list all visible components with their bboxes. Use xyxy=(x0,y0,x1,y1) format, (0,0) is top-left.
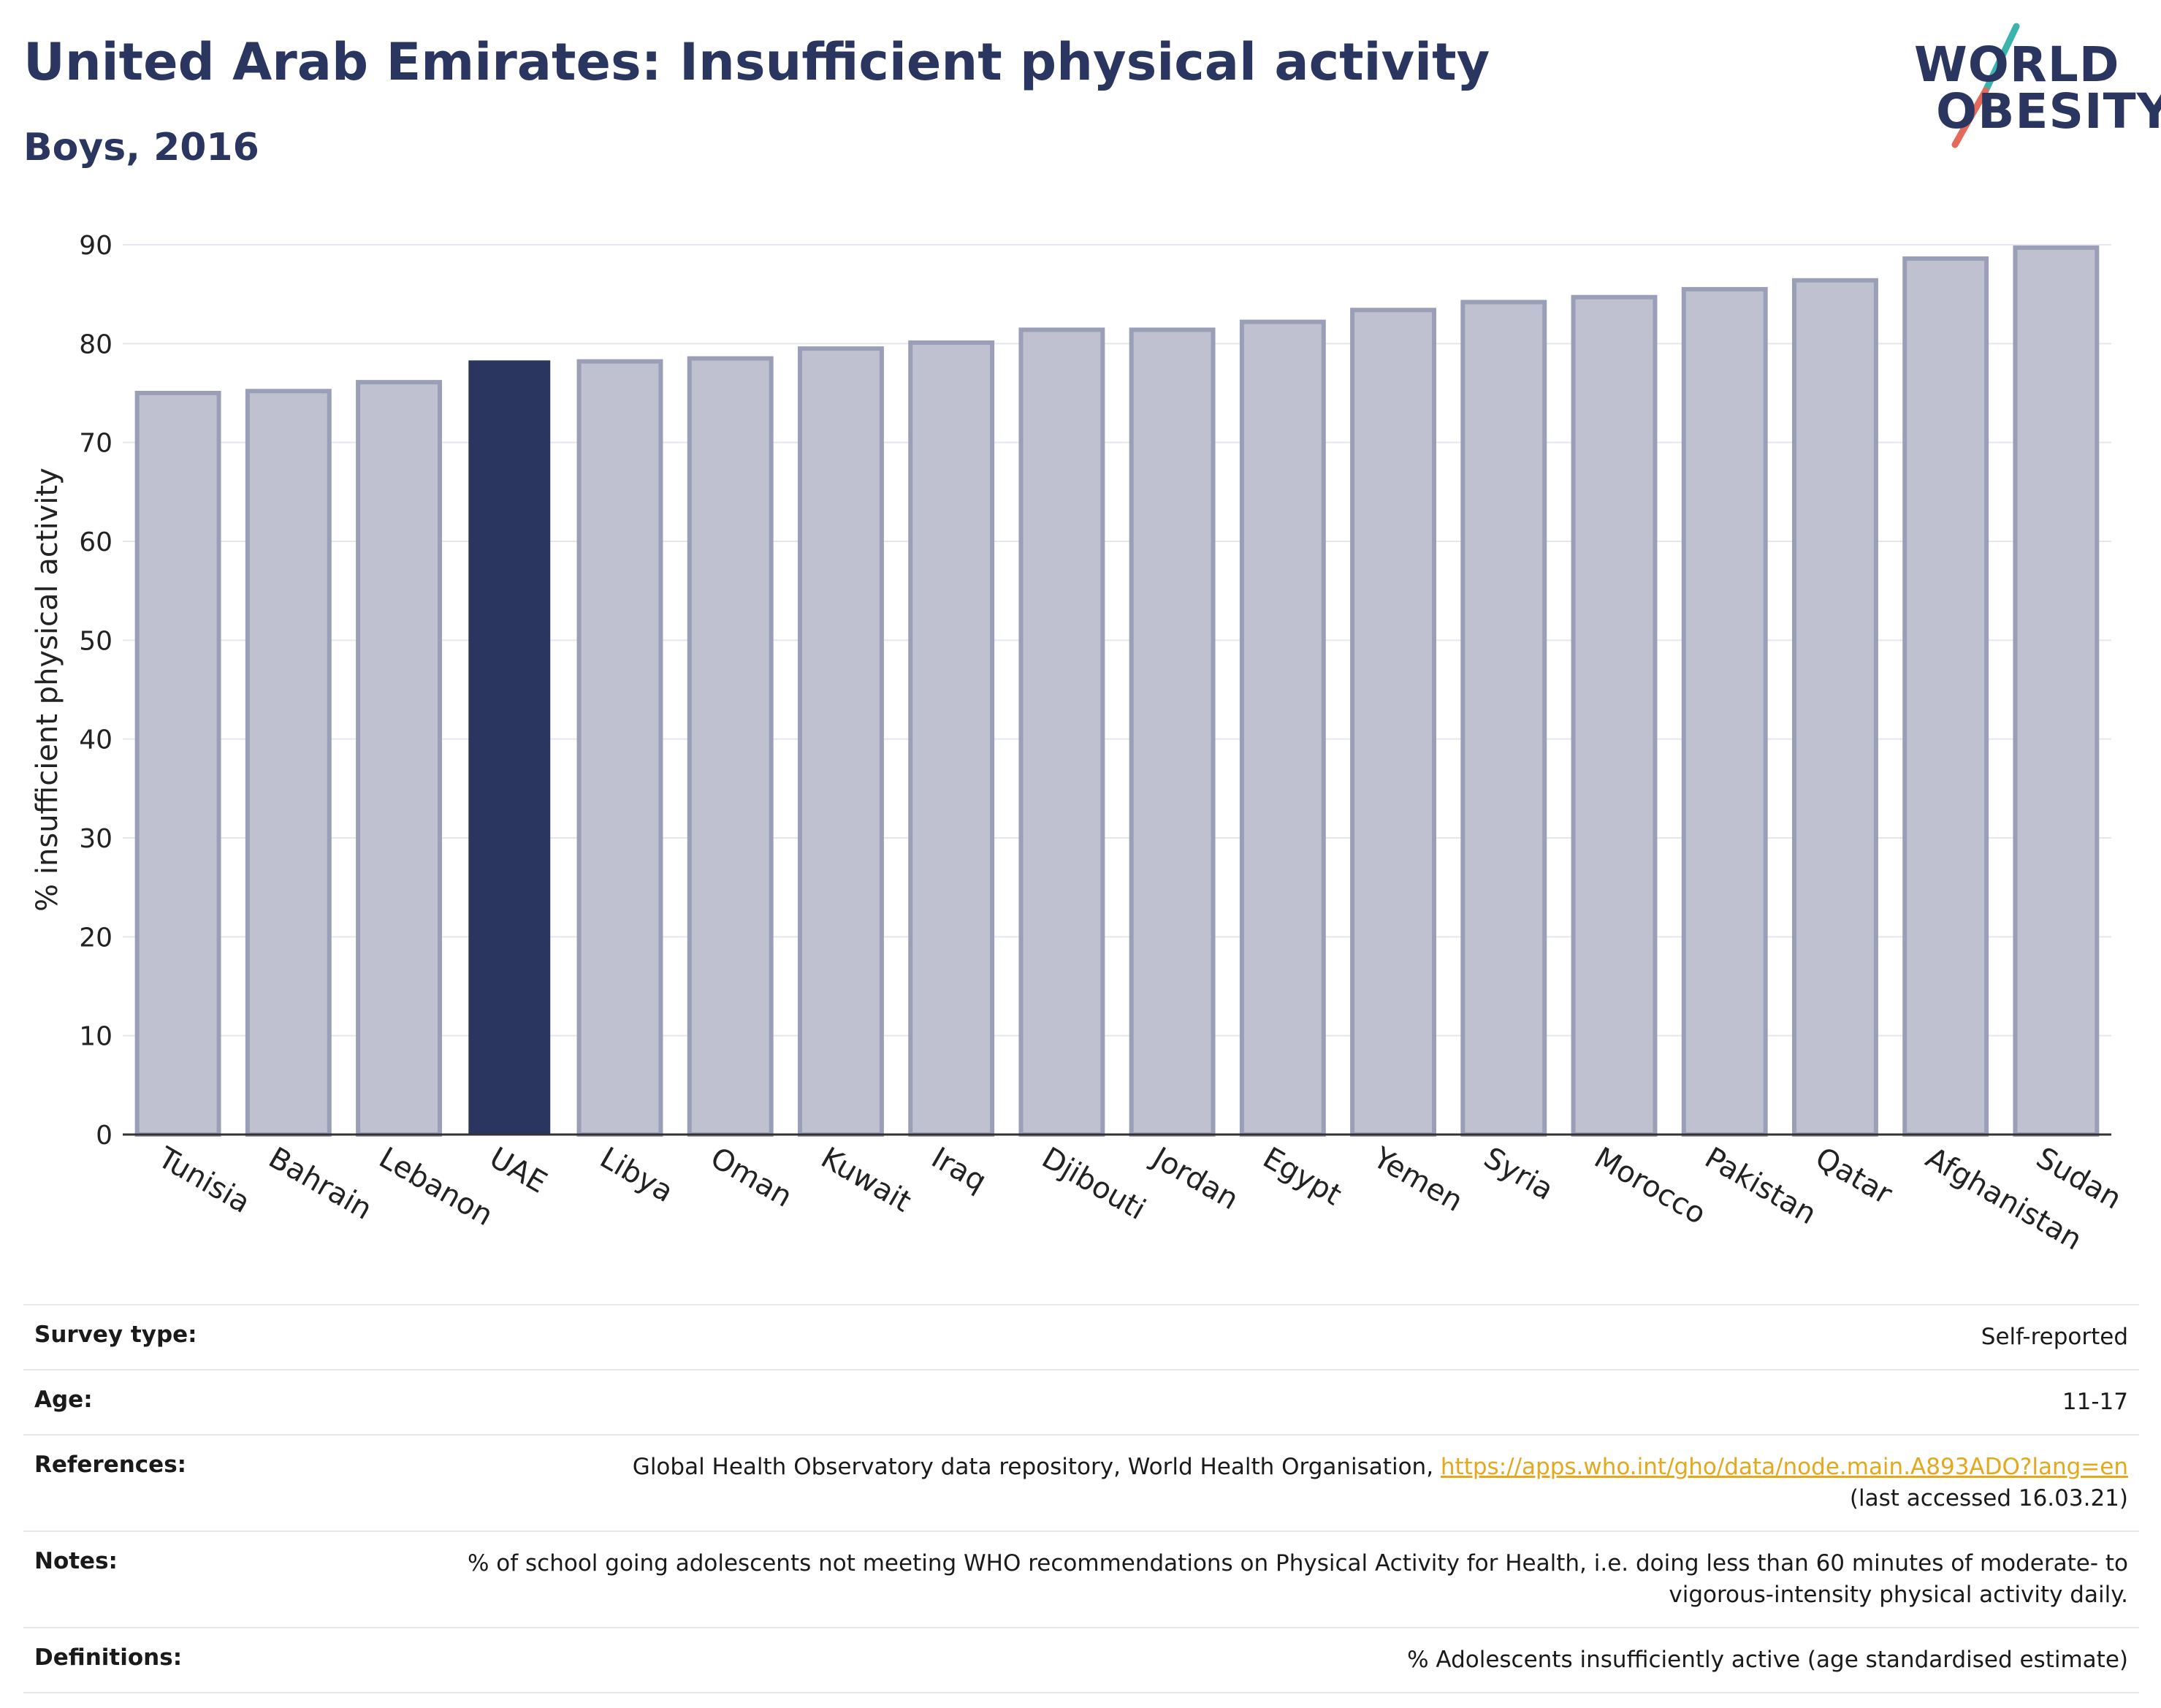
bar xyxy=(1460,300,1547,1137)
chart-subtitle: Boys, 2016 xyxy=(23,126,259,169)
bar xyxy=(687,356,774,1137)
bar xyxy=(1902,256,1989,1137)
x-tick-label: Libya xyxy=(595,1141,679,1209)
info-table: Survey type: Self-reported Age: 11-17 Re… xyxy=(23,1304,2139,1693)
bar xyxy=(1681,286,1768,1137)
bar xyxy=(1791,278,1878,1137)
survey-type-label: Survey type: xyxy=(34,1322,197,1348)
info-row-notes: Notes: % of school going adolescents not… xyxy=(23,1530,2139,1627)
bar xyxy=(576,359,663,1137)
x-tick-label: Lebanon xyxy=(373,1141,498,1232)
y-tick-label: 50 xyxy=(79,626,113,656)
x-tick-label: Qatar xyxy=(1810,1141,1898,1211)
age-value: 11-17 xyxy=(2062,1389,2128,1415)
y-tick-label: 20 xyxy=(79,923,113,953)
notes-value: % of school going adolescents not meetin… xyxy=(467,1550,2128,1608)
survey-type-value: Self-reported xyxy=(1981,1324,2128,1350)
references-accessed: (last accessed 16.03.21) xyxy=(1849,1485,2128,1511)
bar xyxy=(1018,327,1105,1137)
bar xyxy=(1571,294,1658,1137)
x-tick-label: Iraq xyxy=(926,1141,992,1199)
info-row-references: References: Global Health Observatory da… xyxy=(23,1434,2139,1530)
notes-label: Notes: xyxy=(34,1548,118,1574)
y-tick-label: 80 xyxy=(79,329,113,359)
bar xyxy=(908,340,995,1137)
x-tick-label: Bahrain xyxy=(263,1141,378,1227)
y-tick-label: 40 xyxy=(79,725,113,755)
bar xyxy=(1239,319,1326,1137)
info-row-age: Age: 11-17 xyxy=(23,1369,2139,1434)
bar xyxy=(134,391,221,1137)
x-tick-label: Tunisia xyxy=(152,1140,256,1220)
y-axis-label: % insufficient physical activity xyxy=(31,468,64,912)
info-row-survey-type: Survey type: Self-reported xyxy=(23,1304,2139,1369)
y-tick-label: 10 xyxy=(79,1022,113,1052)
x-tick-label: Syria xyxy=(1478,1141,1559,1207)
references-text: Global Health Observatory data repositor… xyxy=(632,1454,1441,1480)
x-tick-label: Pakistan xyxy=(1699,1141,1822,1232)
x-tick-label: Kuwait xyxy=(815,1141,917,1219)
x-tick-label: UAE xyxy=(484,1141,552,1200)
bar xyxy=(2013,245,2100,1137)
y-tick-label: 90 xyxy=(79,231,113,261)
definitions-label: Definitions: xyxy=(34,1644,183,1671)
x-tick-label: Jordan xyxy=(1145,1140,1244,1216)
definitions-value: % Adolescents insufficiently active (age… xyxy=(1407,1647,2128,1673)
bar-highlight xyxy=(468,360,551,1135)
bar xyxy=(797,346,884,1137)
references-value: Global Health Observatory data repositor… xyxy=(400,1452,2128,1514)
x-tick-label: Morocco xyxy=(1589,1141,1712,1232)
age-label: Age: xyxy=(34,1387,93,1413)
bar xyxy=(245,389,332,1137)
references-label: References: xyxy=(34,1452,187,1478)
bar xyxy=(1129,327,1216,1137)
y-tick-label: 0 xyxy=(96,1121,113,1151)
chart-title: United Arab Emirates: Insufficient physi… xyxy=(23,32,1490,92)
bar xyxy=(1350,308,1437,1137)
y-tick-label: 60 xyxy=(79,527,113,557)
y-tick-label: 70 xyxy=(79,429,113,459)
bar-chart: 0 10 20 30 40 50 60 70 80 90 % insufficient physic… xyxy=(31,231,2127,1257)
bar xyxy=(356,380,443,1137)
y-tick-label: 30 xyxy=(79,824,113,854)
logo-text-obesity: OBESITY xyxy=(1936,83,2161,140)
logo-text-world: WORLD xyxy=(1914,37,2120,93)
x-tick-label: Oman xyxy=(705,1141,798,1214)
logo-slash-icon xyxy=(1951,23,2020,148)
world-obesity-logo: WORLD OBESITY xyxy=(1907,20,2161,159)
references-link[interactable]: https://apps.who.int/gho/data/node.main.… xyxy=(1440,1454,2128,1480)
info-row-definitions: Definitions: % Adolescents insufficientl… xyxy=(23,1627,2139,1693)
x-tick-label: Yemen xyxy=(1367,1140,1468,1219)
x-tick-label: Egypt xyxy=(1257,1141,1347,1213)
x-tick-label: Djibouti xyxy=(1036,1141,1151,1227)
